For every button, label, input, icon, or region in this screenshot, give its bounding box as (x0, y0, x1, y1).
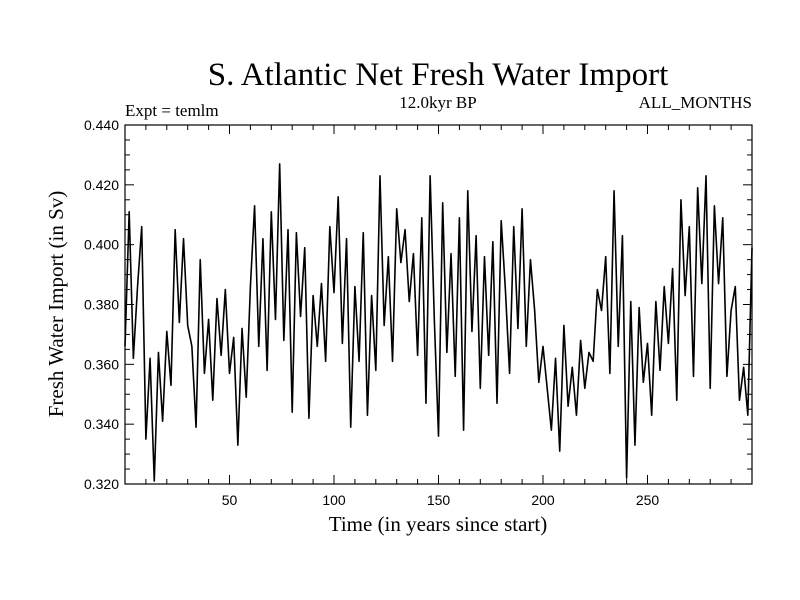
plot-frame (124, 124, 753, 485)
y-tick-label: 0.320 (84, 476, 119, 492)
x-tick-label: 100 (322, 492, 346, 508)
y-tick-label: 0.380 (84, 297, 119, 313)
axis-ticks (125, 124, 752, 485)
subtitle-period: 12.0kyr BP (399, 93, 476, 112)
x-axis-title: Time (in years since start) (329, 512, 548, 536)
y-axis-title: Fresh Water Import (in Sv) (44, 191, 68, 418)
x-tick-label: 200 (531, 492, 555, 508)
subtitle-months: ALL_MONTHS (639, 93, 752, 112)
x-tick-label: 250 (636, 492, 660, 508)
subtitle-experiment: Expt = temlm (125, 101, 219, 120)
y-tick-label: 0.420 (84, 177, 119, 193)
tick-labels: 50 100 150 200 250 0.320 0.340 0.360 0.380 0.400 0… (84, 117, 659, 508)
chart-title: S. Atlantic Net Fresh Water Import (208, 57, 669, 93)
y-tick-label: 0.340 (84, 416, 119, 432)
y-tick-label: 0.360 (84, 356, 119, 372)
x-tick-label: 150 (427, 492, 451, 508)
plot-area (124, 163, 753, 482)
series-line-0 (124, 163, 753, 482)
y-tick-label: 0.440 (84, 117, 119, 133)
x-tick-label: 50 (222, 492, 238, 508)
y-tick-label: 0.400 (84, 237, 119, 253)
